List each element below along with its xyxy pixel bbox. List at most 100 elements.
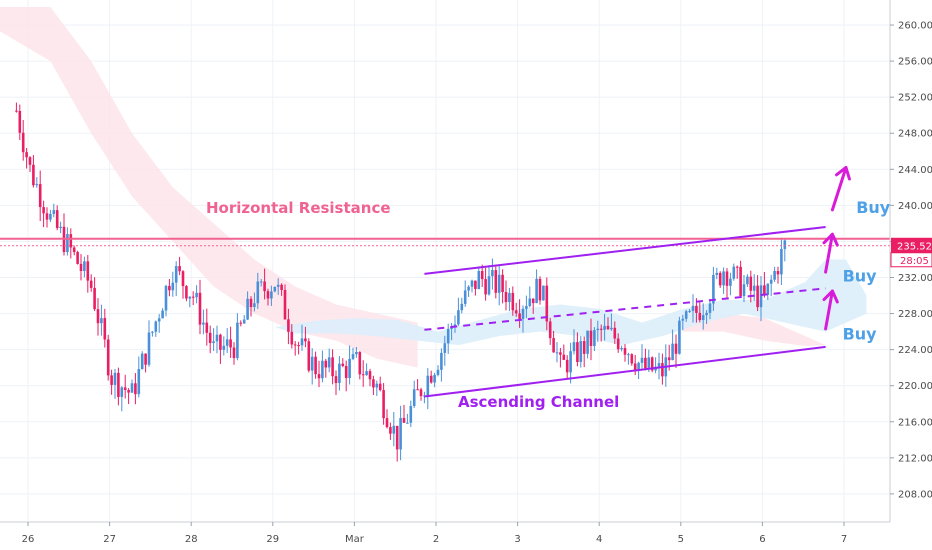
candle-body — [310, 356, 314, 371]
countdown-value: 28:05 — [900, 256, 929, 267]
candle-body — [280, 284, 283, 290]
candle-body — [535, 278, 538, 304]
candle-body — [467, 286, 470, 291]
candle-body — [739, 266, 742, 296]
candle-body — [219, 334, 222, 350]
candle-body — [382, 390, 385, 419]
candle-body — [341, 363, 345, 366]
candle-body — [735, 266, 739, 268]
candle-body — [742, 284, 746, 296]
candle-body — [681, 318, 685, 321]
buy-label: Buy — [843, 324, 878, 343]
candle-body — [42, 207, 45, 214]
date-tick-label: 4 — [596, 534, 602, 545]
trend-lines — [0, 226, 890, 398]
bearish-cloud — [0, 7, 418, 368]
candle-body — [134, 383, 137, 395]
date-tick-label: 7 — [841, 534, 847, 545]
candle-body — [242, 319, 246, 324]
candle-body — [688, 310, 691, 312]
candle-body — [582, 341, 586, 354]
candle-body — [358, 351, 362, 375]
candle-body — [555, 352, 559, 354]
annotations: Buy Buy Buy Horizontal Resistance Ascending … — [206, 165, 891, 411]
candle-body — [650, 357, 654, 371]
candle-body — [620, 348, 623, 350]
candle-body — [372, 379, 375, 388]
candle-body — [164, 285, 168, 311]
candle-body — [763, 285, 766, 295]
candle-body — [399, 418, 402, 450]
candle-body — [314, 356, 317, 375]
candle-body — [412, 389, 416, 406]
price-tick-label: 212.00 — [898, 453, 932, 464]
candle-body — [195, 292, 198, 298]
date-tick-label: 3 — [514, 534, 520, 545]
candle-body — [695, 305, 698, 313]
candle-body — [596, 328, 600, 331]
candle-body — [355, 351, 358, 355]
price-tick-label: 244.00 — [898, 165, 932, 176]
candle-body — [72, 247, 76, 253]
candle-body — [178, 266, 181, 272]
candle-body — [484, 279, 487, 295]
candle-body — [253, 303, 256, 308]
candle-body — [270, 291, 273, 299]
price-tick-label: 256.00 — [898, 57, 932, 68]
candle-body — [283, 289, 287, 320]
candle-body — [616, 338, 620, 350]
candle-body — [759, 285, 763, 308]
candle-body — [562, 354, 566, 360]
candle-body — [494, 270, 498, 293]
candle-body — [375, 383, 379, 388]
candle-body — [137, 369, 141, 395]
candle-body — [222, 345, 226, 350]
candle-body — [722, 271, 725, 286]
candle-body — [429, 375, 433, 383]
candle-body — [239, 322, 243, 324]
candle-body — [402, 418, 406, 423]
candle-body — [756, 285, 759, 308]
resistance-label: Horizontal Resistance — [206, 199, 391, 217]
candle-body — [542, 285, 545, 301]
candle-body — [545, 285, 549, 322]
candle-body — [548, 321, 552, 339]
candle-body — [579, 341, 583, 363]
candle-body — [718, 272, 722, 286]
candle-body — [263, 281, 266, 292]
candle-body — [157, 318, 161, 322]
candle-body — [161, 310, 164, 319]
candle-body — [419, 389, 423, 397]
candle-body — [565, 359, 569, 373]
candle-body — [266, 291, 270, 299]
buy-arrow — [822, 232, 839, 274]
candle-body — [174, 266, 178, 283]
candle-body — [392, 425, 396, 434]
candle-body — [773, 270, 776, 280]
candle-body — [593, 330, 596, 346]
candle-body — [188, 296, 192, 299]
buy-label: Buy — [856, 198, 891, 217]
price-tick-label: 260.00 — [898, 21, 932, 32]
date-tick-label: 27 — [103, 534, 116, 545]
candle-body — [55, 210, 59, 229]
date-tick-label: 5 — [678, 534, 684, 545]
price-tick-label: 224.00 — [898, 345, 932, 356]
date-tick-label: 26 — [22, 534, 35, 545]
candle-body — [674, 343, 678, 354]
candle-body — [705, 312, 708, 316]
candle-body — [521, 308, 525, 319]
candle-body — [110, 375, 113, 385]
grid — [0, 0, 890, 531]
candle-body — [113, 372, 117, 385]
candle-body — [100, 318, 103, 324]
candle-body — [671, 343, 674, 361]
axis-corner — [890, 522, 932, 550]
candle-body — [440, 352, 443, 370]
candle-body — [460, 303, 464, 311]
candle-body — [528, 298, 532, 307]
candle-body — [103, 318, 107, 340]
candle-body — [497, 274, 501, 293]
